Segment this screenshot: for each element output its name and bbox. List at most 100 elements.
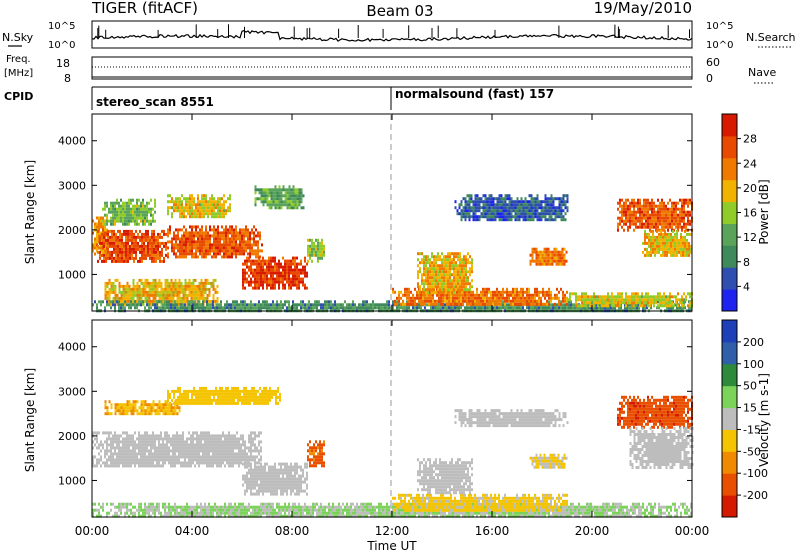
power-cell xyxy=(645,295,647,298)
power-cell xyxy=(675,202,677,205)
power-cell xyxy=(209,237,211,240)
power-cell xyxy=(649,301,651,304)
power-cell xyxy=(429,273,431,276)
power-cell xyxy=(621,199,623,202)
power-cell xyxy=(491,194,493,197)
power-cell xyxy=(668,239,670,242)
power-cell xyxy=(151,242,153,245)
power-cell xyxy=(554,257,556,260)
power-cell xyxy=(635,211,637,214)
power-cell xyxy=(575,304,577,307)
power-cell xyxy=(261,200,263,203)
power-cell xyxy=(127,260,129,263)
power-cell xyxy=(493,197,495,200)
power-cell xyxy=(535,209,537,212)
power-cell xyxy=(293,203,295,206)
power-cell xyxy=(173,209,175,212)
power-cell xyxy=(531,197,533,200)
power-cell xyxy=(253,234,255,237)
power-cell xyxy=(171,282,173,285)
power-cell xyxy=(173,231,175,234)
power-cell xyxy=(195,209,197,212)
power-cell xyxy=(217,228,219,231)
power-cell xyxy=(524,291,526,294)
power-cell xyxy=(595,295,597,298)
power-cell xyxy=(560,254,562,257)
power-cell xyxy=(100,247,102,250)
power-cell xyxy=(288,260,290,263)
power-cell xyxy=(260,278,262,281)
power-cell xyxy=(619,301,621,304)
power-cell xyxy=(675,214,677,217)
power-cell xyxy=(260,260,262,263)
power-cell xyxy=(469,273,471,276)
power-cell xyxy=(121,257,123,260)
power-cell xyxy=(306,263,308,266)
power-cell xyxy=(264,275,266,278)
power-cell xyxy=(141,248,143,251)
power-cell xyxy=(254,303,256,306)
power-cell xyxy=(131,242,133,245)
power-cell xyxy=(107,230,109,233)
power-cell xyxy=(644,248,646,251)
power-cell xyxy=(362,303,364,306)
power-cell xyxy=(201,228,203,231)
power-cell xyxy=(418,294,420,297)
power-cell xyxy=(521,209,523,212)
power-cell xyxy=(436,306,438,309)
power-cell xyxy=(273,203,275,206)
power-cell xyxy=(301,197,303,200)
power-cell xyxy=(658,233,660,236)
power-cell xyxy=(647,223,649,226)
power-cell xyxy=(488,291,490,294)
power-cell xyxy=(639,208,641,211)
power-cell xyxy=(202,303,204,306)
power-cell xyxy=(144,214,146,217)
power-cell xyxy=(128,217,130,220)
power-cell xyxy=(661,199,663,202)
power-cell xyxy=(552,251,554,254)
power-cell xyxy=(116,300,118,303)
power-cell xyxy=(629,208,631,211)
power-cell xyxy=(220,306,222,309)
power-cell xyxy=(639,211,641,214)
power-cell xyxy=(451,267,453,270)
power-cell xyxy=(501,218,503,221)
power-cell xyxy=(242,300,244,303)
power-cell xyxy=(277,188,279,191)
power-cell xyxy=(657,205,659,208)
power-cell xyxy=(546,257,548,260)
power-cell xyxy=(193,291,195,294)
power-cell xyxy=(661,304,663,307)
power-cell xyxy=(283,200,285,203)
power-cell xyxy=(205,234,207,237)
power-cell xyxy=(189,285,191,288)
power-cell xyxy=(623,223,625,226)
power-cell xyxy=(551,209,553,212)
power-cell xyxy=(550,251,552,254)
power-cell xyxy=(675,298,677,301)
power-cell xyxy=(261,194,263,197)
power-cell xyxy=(346,306,348,309)
power-cell xyxy=(195,240,197,243)
power-cell xyxy=(229,206,231,209)
power-cell xyxy=(491,209,493,212)
power-cell xyxy=(284,263,286,266)
power-cell xyxy=(191,194,193,197)
power-cell xyxy=(430,300,432,303)
power-cell xyxy=(321,239,323,242)
power-cell xyxy=(274,257,276,260)
power-cell xyxy=(643,304,645,307)
power-cell xyxy=(650,239,652,242)
power-cell xyxy=(547,218,549,221)
power-cell xyxy=(319,257,321,260)
power-cell xyxy=(471,267,473,270)
power-cell xyxy=(515,200,517,203)
power-cell xyxy=(266,260,268,263)
power-cell xyxy=(109,257,111,260)
power-cell xyxy=(249,240,251,243)
power-cell xyxy=(101,233,103,236)
power-cell xyxy=(231,225,233,228)
power-cell xyxy=(685,295,687,298)
power-cell xyxy=(507,206,509,209)
